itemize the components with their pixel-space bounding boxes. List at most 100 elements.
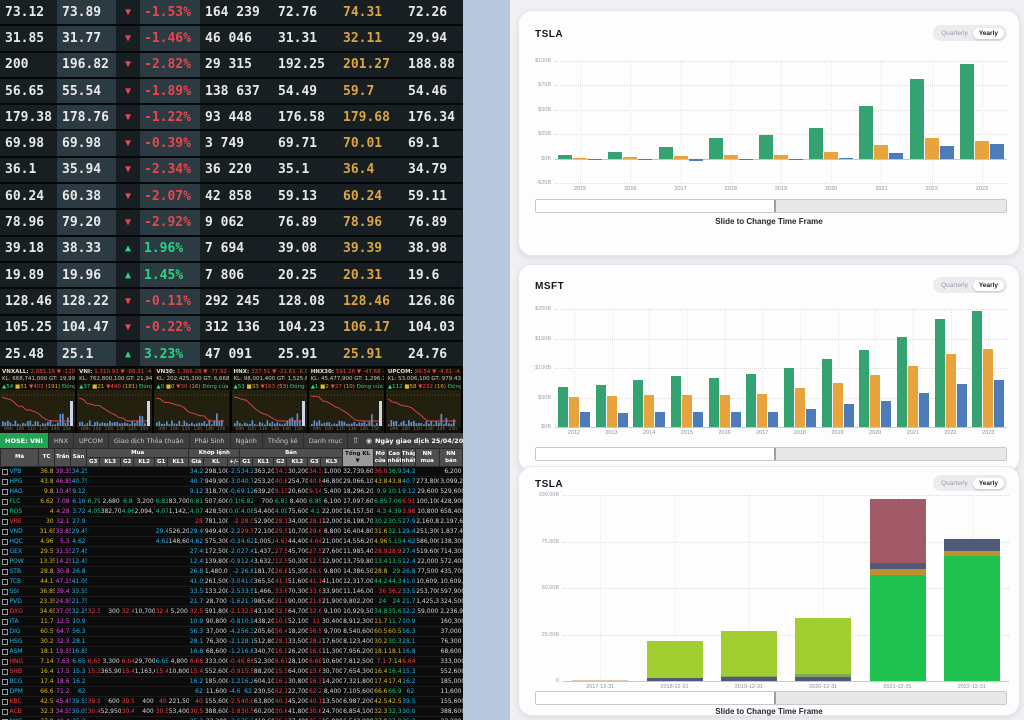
row-checkbox[interactable] [1,518,8,525]
price-row[interactable]: PVD23.3524.9521.7521.7528,700-1.621.7598… [0,596,463,607]
price-row[interactable]: ITA11.712.510.910.990,800-0.810.9438,200… [0,616,463,627]
bar-green[interactable] [595,384,606,427]
bar-orange[interactable] [874,145,889,159]
price-row[interactable]: ASM18.119.3516.8516.8568,600-1.2516.8534… [0,646,463,657]
stack-segment-slate[interactable] [943,538,1000,551]
index-panel[interactable]: VN30: 1,366.28 ▼ -77.92 -5.39%KL: 202,42… [154,368,232,433]
row-checkbox[interactable] [1,688,8,695]
row-checkbox[interactable] [1,568,8,575]
row-checkbox[interactable] [1,538,8,545]
bar-orange[interactable] [623,157,638,159]
scroll-up-icon[interactable]: ⇧ [352,436,359,445]
quarterly-toggle-button[interactable]: Quarterly [941,479,968,487]
stack-segment-gold[interactable] [943,550,1000,557]
index-panel[interactable]: VNI: 1,310.92 ▼ -68.31 -4.95%KL: 762,800… [77,368,155,433]
group-bid[interactable]: Mua [86,448,190,458]
row-checkbox[interactable] [1,718,8,720]
price-row[interactable]: DXG34.6537.0532.2532.330032.410,70032.45… [0,606,463,617]
index-panel[interactable]: VNXALL: 2,081.16 ▼ -120.10 -5.46%KL: 668… [0,368,78,433]
sub-bid-g1[interactable]: G1 [154,457,169,467]
row-checkbox[interactable] [1,478,8,485]
sub-ask-kl1[interactable]: KL1 [252,457,275,467]
stack-segment-green[interactable] [943,556,1000,681]
col-ref[interactable]: TC [38,448,56,467]
price-row[interactable]: ACB32.334.5530.0530.452,95030.4540030.55… [0,706,463,717]
watchlist-row[interactable]: 200 196.82 ▼ -2.82% 29 315 192.25 201.27 188.88 [0,52,463,79]
bar-green[interactable] [759,134,773,159]
bar-blue[interactable] [839,157,854,159]
timeframe-slider[interactable] [535,199,1007,213]
row-checkbox[interactable] [1,608,8,615]
bar-green[interactable] [557,387,568,427]
stack-segment-lightgreen[interactable] [795,617,852,675]
row-checkbox[interactable] [1,498,8,505]
price-row[interactable]: HAG9.810.459.129.12318,700-0.689.12639,2… [0,486,463,497]
bar-orange[interactable] [774,154,788,159]
bar-blue[interactable] [738,158,753,160]
watchlist-row[interactable]: 39.18 38.33 ▲ 1.96% 7 694 39.08 39.39 38.98 [0,236,463,263]
bar-green[interactable] [783,368,794,427]
bar-orange[interactable] [757,393,768,427]
sub-ask-kl2[interactable]: KL2 [286,457,309,467]
bar-green[interactable] [670,376,681,427]
row-checkbox[interactable] [1,578,8,585]
watchlist-row[interactable]: 56.65 55.54 ▼ -1.89% 138 637 54.49 59.7 54.46 [0,78,463,106]
bar-blue[interactable] [617,412,628,427]
watchlist-row[interactable]: 19.89 19.96 ▲ 1.45% 7 806 20.25 20.31 19.6 [0,262,463,290]
stack-segment-slate[interactable] [720,676,777,681]
watchlist-row[interactable]: 25.48 25.1 ▲ 3.23% 47 091 25.91 25.91 24.76 [0,341,463,369]
price-row[interactable]: TCB44.147.1541.0541.05261,500-3.0541.053… [0,576,463,587]
sub-bid-kl2[interactable]: KL2 [133,457,156,467]
bar-orange[interactable] [870,375,881,427]
bar-blue[interactable] [768,411,779,427]
yearly-toggle-button[interactable]: Yearly [972,279,1004,291]
bar-green[interactable] [859,350,870,427]
row-checkbox[interactable] [1,528,8,535]
price-row[interactable]: HQC4.965.34.624.62148,6004.62575,300-0.3… [0,536,463,547]
stack-segment-lightgreen[interactable] [646,641,703,679]
row-checkbox[interactable] [1,708,8,715]
bar-orange[interactable] [794,388,805,427]
price-row[interactable]: DPM66.671.2626211,600-4.662230,50062.122… [0,686,463,697]
bar-green[interactable] [959,64,974,159]
bar-orange[interactable] [832,382,843,427]
board-tab-danh-m-c[interactable]: Danh mục [304,433,349,448]
price-row[interactable]: DIG60.564.756.356.337,000-4.256.3205,600… [0,626,463,637]
board-tab-ng-nh[interactable]: Ngành [231,433,263,448]
board-tab-th-ng-k-[interactable]: Thống kê [263,433,304,448]
sub-bid-g3[interactable]: G3 [86,457,101,467]
bar-orange[interactable] [673,156,688,159]
col-total-volume[interactable]: Tổng KL ▼ [341,448,374,467]
price-row[interactable]: HNG7.147.636.656.633,3006.6429,7006.654,… [0,656,463,667]
price-row[interactable]: KBC42.545.4539.5539.960039.9540040221,50… [0,696,463,707]
col-symbol[interactable]: Mã [0,448,40,467]
price-row[interactable]: STB28.830.826.826.81,480,000-226.8181,70… [0,566,463,577]
board-tab-upcom[interactable]: UPCOM [74,433,109,448]
row-checkbox[interactable] [1,628,8,635]
col-ceiling[interactable]: Trần [54,448,72,467]
bar-blue[interactable] [588,158,603,160]
price-row[interactable]: GEX29.531.5527.4527.45172,500-2.0527.451… [0,546,463,557]
bar-orange[interactable] [719,395,730,427]
row-checkbox[interactable] [1,558,8,565]
sub-matched[interactable]: KL [203,457,229,467]
sub-bid-g2[interactable]: G2 [120,457,135,467]
bar-orange[interactable] [924,138,939,159]
sub-ask-g2[interactable]: G2 [273,457,288,467]
row-checkbox[interactable] [1,648,8,655]
price-row[interactable]: VRE3032.127.928781,100-228.0552,90028.13… [0,516,463,527]
bar-blue[interactable] [939,146,954,159]
bar-green[interactable] [746,374,757,427]
bar-blue[interactable] [989,143,1004,159]
col-open[interactable]: Mở cửa [372,448,388,467]
timeframe-slider[interactable] [535,447,1007,461]
bar-blue[interactable] [956,383,967,427]
watchlist-row[interactable]: 36.1 35.94 ▼ -2.34% 36 220 35.1 36.4 34.79 [0,157,463,185]
col-floor[interactable]: Sàn [70,448,88,467]
bar-orange[interactable] [945,353,956,427]
yearly-toggle-button[interactable]: Yearly [972,27,1004,39]
bar-green[interactable] [909,79,924,159]
price-row[interactable]: VPB36.839.3534.2534.25298,100-2.5534.253… [0,466,463,477]
watchlist-row[interactable]: 73.12 73.89 ▼ -1.53% 164 239 72.76 74.31 72.26 [0,0,463,27]
bar-orange[interactable] [644,395,655,427]
